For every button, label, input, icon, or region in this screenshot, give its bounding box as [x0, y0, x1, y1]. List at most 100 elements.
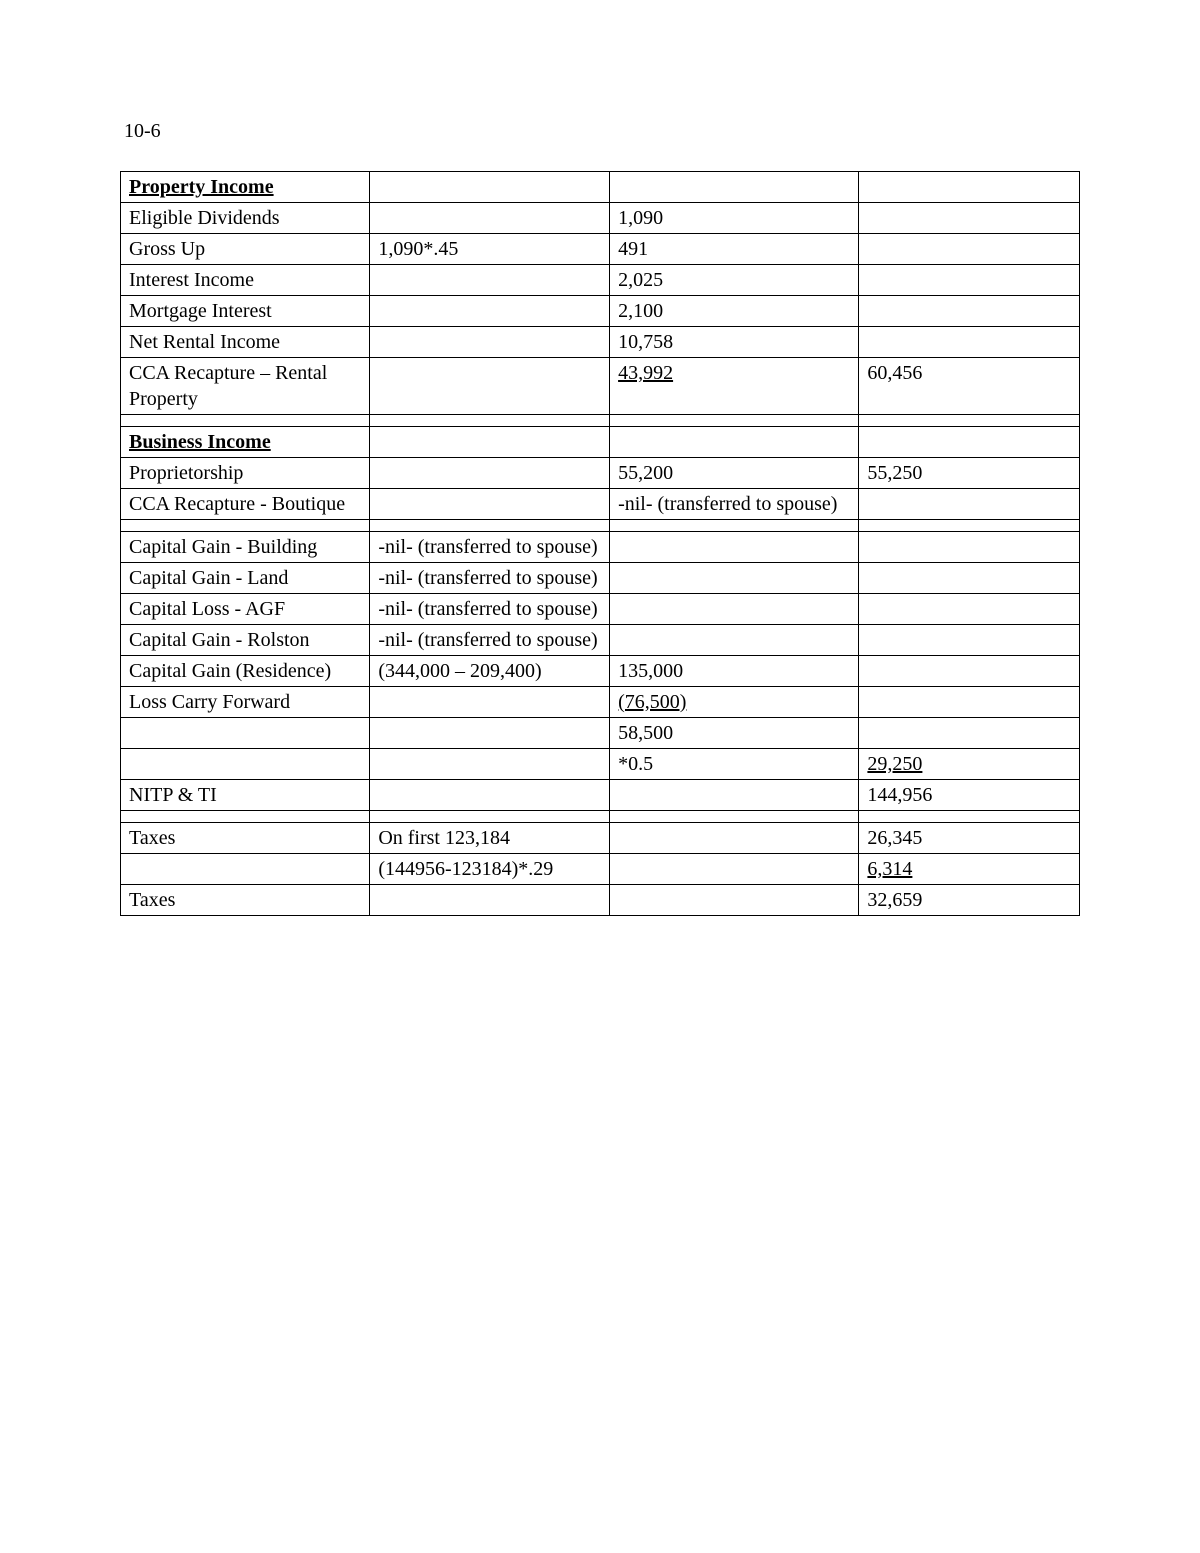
table-cell: -nil- (transferred to spouse): [370, 532, 610, 563]
table-cell: [610, 885, 859, 916]
table-cell: Mortgage Interest: [121, 296, 370, 327]
table-cell: [859, 296, 1080, 327]
table-cell: [859, 656, 1080, 687]
table-row: Capital Gain (Residence)(344,000 – 209,4…: [121, 656, 1080, 687]
table-row: (144956-123184)*.29 6,314: [121, 854, 1080, 885]
table-cell: [859, 811, 1080, 823]
table-cell: 2,100: [610, 296, 859, 327]
table-cell: [370, 718, 610, 749]
table-cell: 144,956: [859, 780, 1080, 811]
table-cell: (144956-123184)*.29: [370, 854, 610, 885]
table-cell: Capital Gain - Rolston: [121, 625, 370, 656]
table-cell: [370, 358, 610, 415]
table-cell: Property Income: [121, 172, 370, 203]
table-row: [121, 415, 1080, 427]
table-cell: Capital Loss - AGF: [121, 594, 370, 625]
table-cell: [859, 718, 1080, 749]
table-row: Capital Gain - Building-nil- (transferre…: [121, 532, 1080, 563]
table-cell: [610, 811, 859, 823]
table-cell: [370, 327, 610, 358]
table-cell: NITP & TI: [121, 780, 370, 811]
table-row: Eligible Dividends 1,090: [121, 203, 1080, 234]
table-row: Proprietorship55,20055,250: [121, 458, 1080, 489]
table-row: *0.529,250: [121, 749, 1080, 780]
table-row: Property Income: [121, 172, 1080, 203]
table-cell: 60,456: [859, 358, 1080, 415]
table-cell: -nil- (transferred to spouse): [370, 563, 610, 594]
table-cell: [610, 854, 859, 885]
table-cell: 32,659: [859, 885, 1080, 916]
table-cell: [859, 625, 1080, 656]
table-cell: [859, 203, 1080, 234]
table-cell: [859, 234, 1080, 265]
table-cell: Interest Income: [121, 265, 370, 296]
table-cell: 1,090*.45: [370, 234, 610, 265]
table-cell: Loss Carry Forward: [121, 687, 370, 718]
table-cell: [610, 594, 859, 625]
table-cell: [610, 172, 859, 203]
table-cell: Taxes: [121, 885, 370, 916]
table-cell: 58,500: [610, 718, 859, 749]
table-row: Gross Up1,090*.45491: [121, 234, 1080, 265]
table-cell: [859, 687, 1080, 718]
table-cell: 2,025: [610, 265, 859, 296]
table-cell: [859, 415, 1080, 427]
table-cell: (76,500): [610, 687, 859, 718]
table-row: Net Rental Income 10,758: [121, 327, 1080, 358]
table-cell: Capital Gain - Land: [121, 563, 370, 594]
table-row: CCA Recapture - Boutique -nil- (transferr…: [121, 489, 1080, 520]
table-row: CCA Recapture – Rental Property43,99260,…: [121, 358, 1080, 415]
table-cell: 43,992: [610, 358, 859, 415]
table-row: Capital Gain - Land-nil- (transferred to…: [121, 563, 1080, 594]
table-row: Mortgage Interest 2,100: [121, 296, 1080, 327]
table-cell: [610, 427, 859, 458]
table-cell: [610, 823, 859, 854]
table-cell: Gross Up: [121, 234, 370, 265]
table-cell: 491: [610, 234, 859, 265]
table-cell: [370, 749, 610, 780]
table-cell: 135,000: [610, 656, 859, 687]
table-cell: 6,314: [859, 854, 1080, 885]
table-cell: 55,250: [859, 458, 1080, 489]
table-cell: [370, 203, 610, 234]
table-cell: [859, 563, 1080, 594]
table-row: Interest Income 2,025: [121, 265, 1080, 296]
table-cell: [370, 687, 610, 718]
table-row: Capital Loss - AGF-nil- (transferred to …: [121, 594, 1080, 625]
table-cell: [610, 625, 859, 656]
table-cell: 26,345: [859, 823, 1080, 854]
table-cell: On first 123,184: [370, 823, 610, 854]
table-cell: [370, 780, 610, 811]
table-cell: 29,250: [859, 749, 1080, 780]
table-cell: 1,090: [610, 203, 859, 234]
table-cell: [370, 520, 610, 532]
table-cell: Net Rental Income: [121, 327, 370, 358]
table-cell: Eligible Dividends: [121, 203, 370, 234]
table-cell: [121, 718, 370, 749]
table-cell: [859, 594, 1080, 625]
table-cell: Taxes: [121, 823, 370, 854]
table-row: [121, 520, 1080, 532]
table-row: NITP & TI 144,956: [121, 780, 1080, 811]
table-cell: -nil- (transferred to spouse): [370, 625, 610, 656]
table-cell: [610, 532, 859, 563]
table-cell: 10,758: [610, 327, 859, 358]
table-cell: [370, 427, 610, 458]
table-cell: [610, 563, 859, 594]
table-cell: [859, 172, 1080, 203]
table-cell: [859, 265, 1080, 296]
table-cell: [370, 172, 610, 203]
table-cell: Business Income: [121, 427, 370, 458]
table-cell: [859, 520, 1080, 532]
table-row: 58,500: [121, 718, 1080, 749]
table-cell: [610, 520, 859, 532]
table-row: Loss Carry Forward (76,500): [121, 687, 1080, 718]
table-cell: Proprietorship: [121, 458, 370, 489]
table-cell: [859, 532, 1080, 563]
table-cell: CCA Recapture - Boutique: [121, 489, 370, 520]
table-row: [121, 811, 1080, 823]
table-cell: -nil- (transferred to spouse): [610, 489, 859, 520]
table-cell: [859, 327, 1080, 358]
table-cell: [370, 296, 610, 327]
table-cell: [121, 520, 370, 532]
